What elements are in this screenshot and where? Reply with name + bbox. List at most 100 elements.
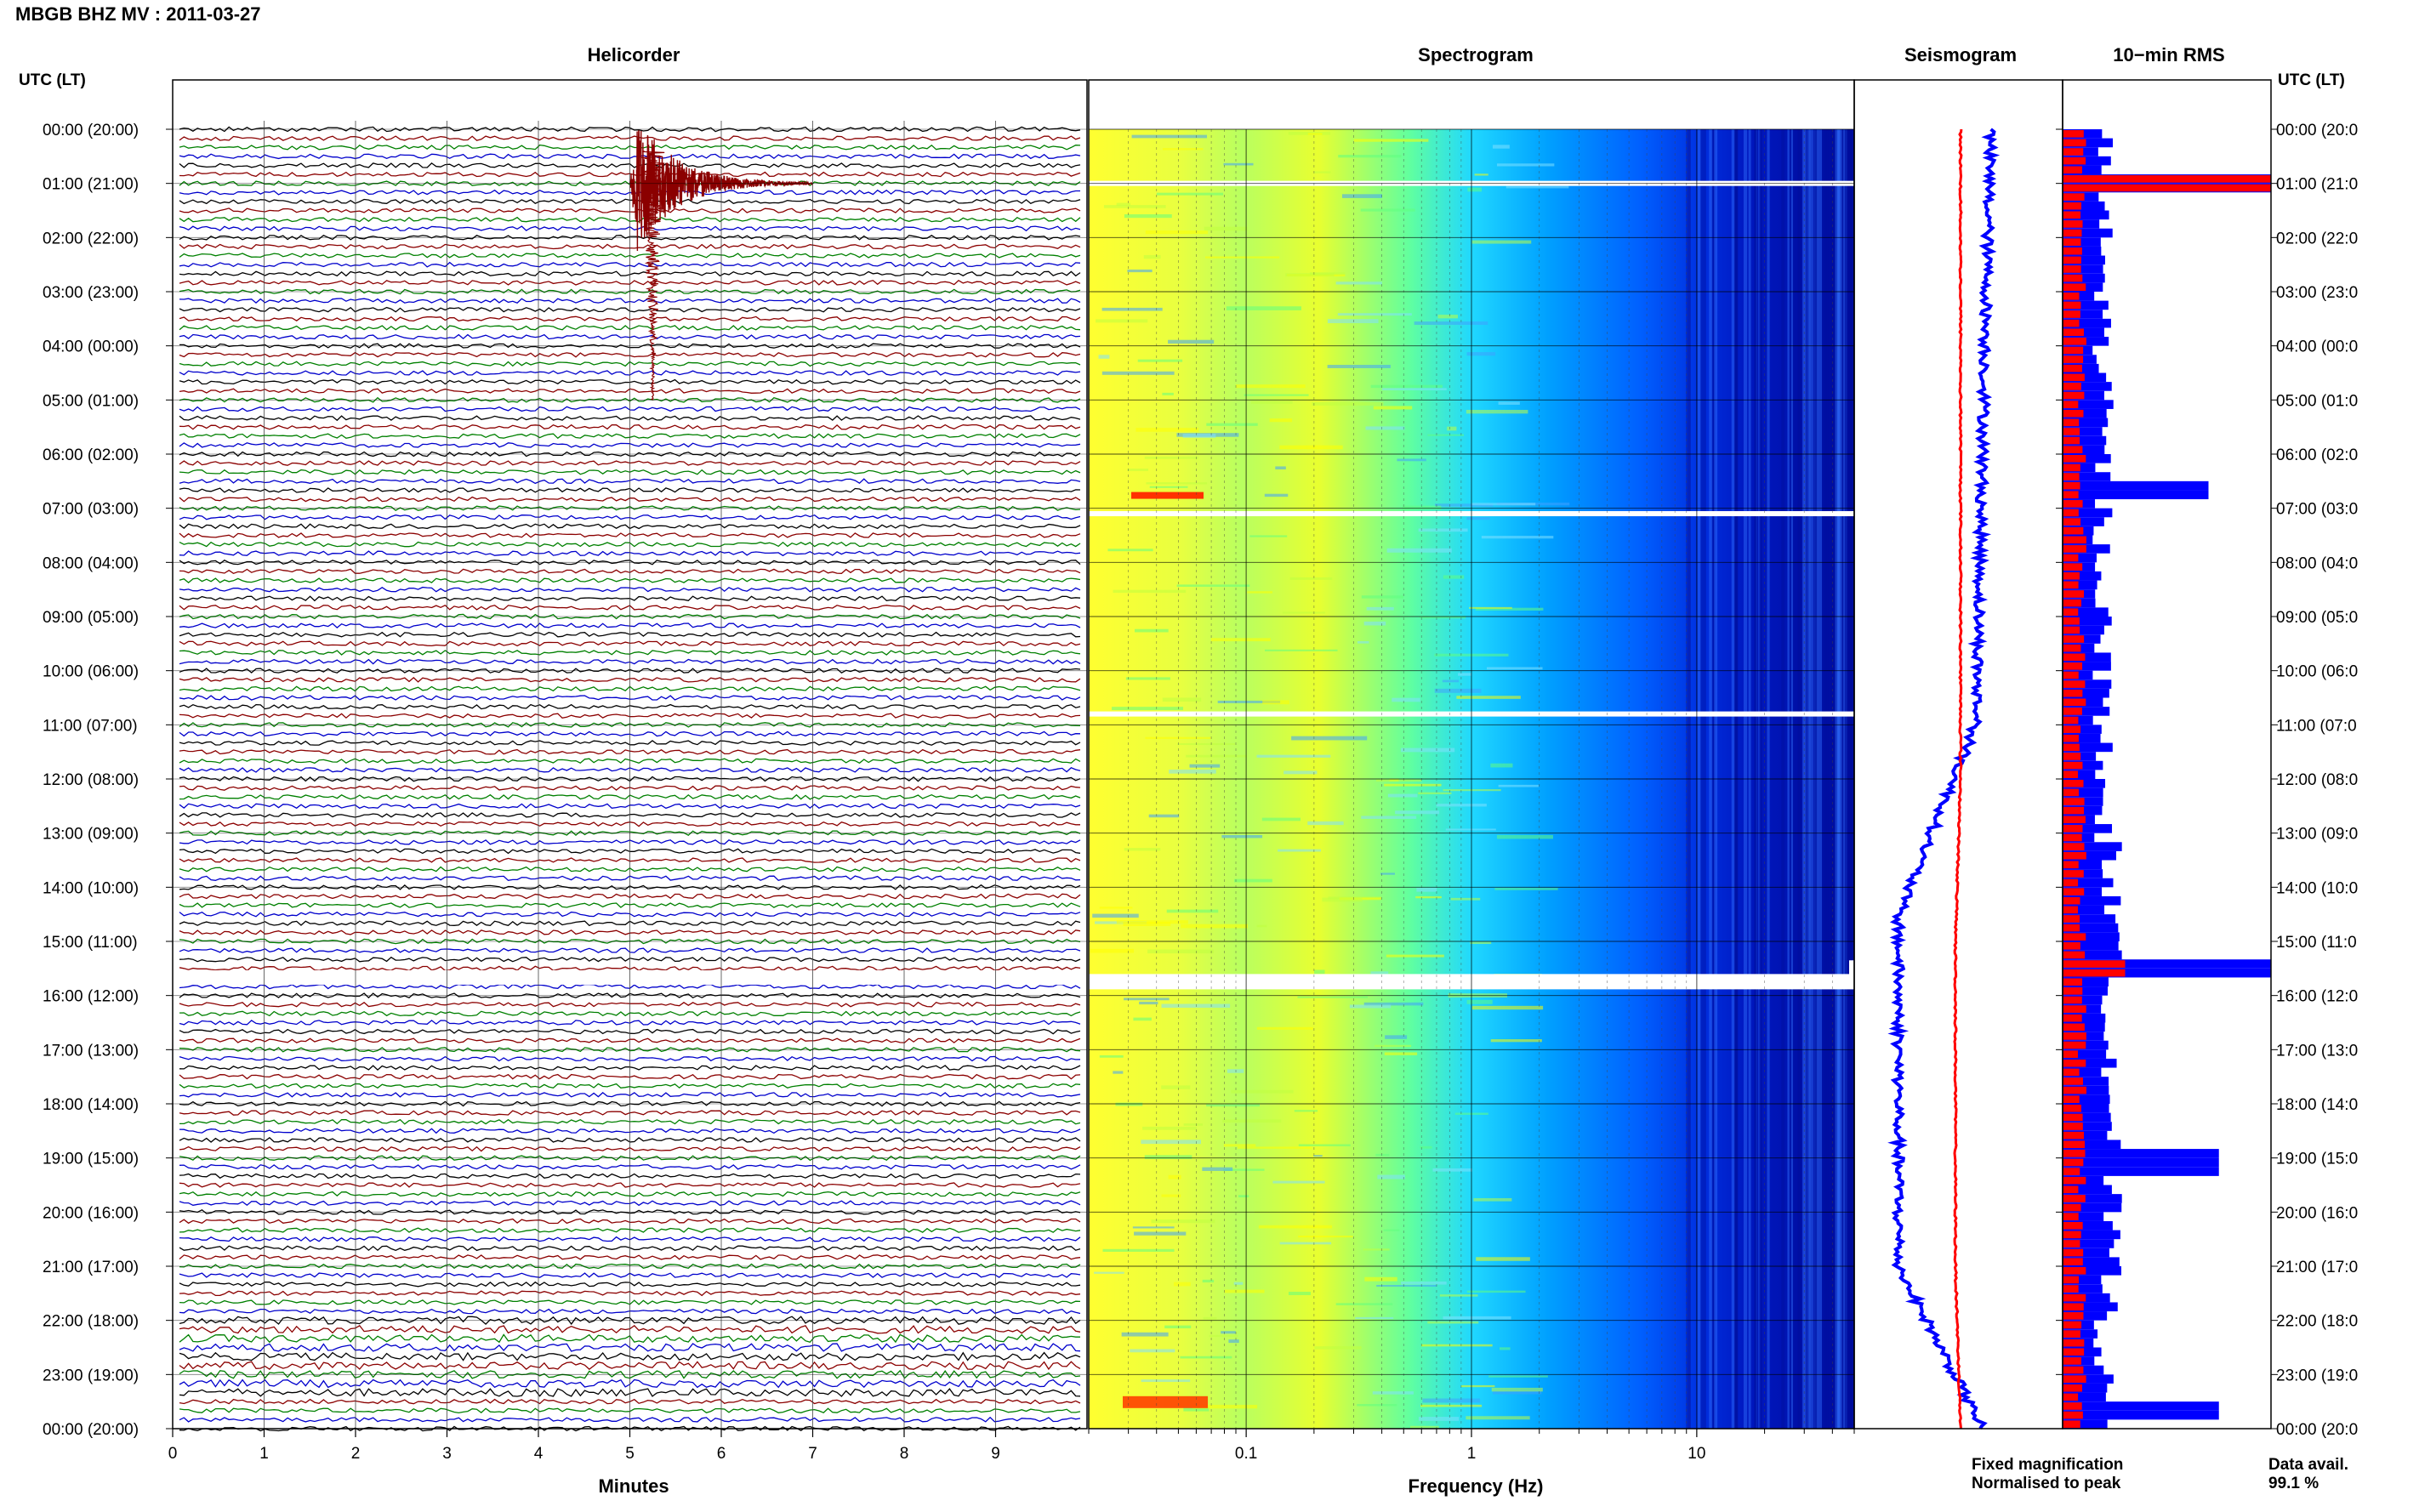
- time-label-right: 22:00 (18:0: [2276, 1313, 2358, 1331]
- spectrogram-texture: [1307, 821, 1344, 826]
- rms-bar-fixed: [2063, 770, 2096, 779]
- rms-bar-fixed: [2063, 941, 2119, 951]
- spectrogram-texture: [1256, 754, 1331, 758]
- time-label-right: 00:00 (20:0: [2276, 122, 2358, 139]
- spectrogram-texture: [1099, 1054, 1124, 1058]
- rms-bar-normalised: [2063, 1176, 2086, 1185]
- rms-bar-fixed: [2063, 986, 2109, 996]
- rms-bar-fixed: [2063, 1094, 2110, 1104]
- rms-bar-fixed: [2063, 418, 2109, 428]
- rms-bar-normalised: [2063, 1195, 2086, 1202]
- rms-bar-fixed: [2063, 779, 2106, 788]
- rms-bar-fixed: [2063, 1257, 2120, 1266]
- spectrogram-texture: [1101, 371, 1175, 375]
- seismogram-panel: [1887, 128, 2001, 1430]
- rms-bar-fixed: [2063, 760, 2103, 770]
- rms-bar-normalised: [2063, 708, 2082, 715]
- spectrogram-texture: [1250, 401, 1293, 404]
- spectrogram-texture: [1269, 418, 1293, 423]
- spectrogram-texture: [1473, 1197, 1512, 1202]
- spectrogram-texture: [1288, 1292, 1311, 1295]
- left-axis-label: UTC (LT): [19, 71, 86, 89]
- spectrogram-texture: [1202, 1167, 1233, 1171]
- rms-bar-fixed: [2063, 1185, 2112, 1195]
- spectrogram-texture: [1182, 434, 1216, 438]
- rms-bar-fixed: [2063, 1302, 2118, 1312]
- rms-bar-normalised: [2063, 1411, 2083, 1419]
- rms-bar-fixed: [2063, 652, 2111, 662]
- spectrogram-texture: [1275, 466, 1286, 469]
- spectrogram-texture: [1206, 1104, 1260, 1107]
- rms-bar-fixed: [2063, 1077, 2109, 1086]
- rms-bar-fixed: [2063, 480, 2209, 491]
- spectrogram-texture: [1307, 133, 1323, 135]
- spectrogram-texture: [1183, 1123, 1203, 1126]
- spectrogram-texture: [1385, 1035, 1408, 1039]
- spectrogram-texture: [1470, 941, 1492, 944]
- rms-bar-normalised: [2063, 1203, 2081, 1212]
- right-axis-label: UTC (LT): [2278, 71, 2345, 89]
- spectrogram-texture: [1447, 426, 1457, 431]
- time-label-right: 00:00 (20:0: [2276, 1421, 2358, 1439]
- spectrogram-texture: [1278, 849, 1321, 852]
- rms-bar-normalised: [2063, 247, 2082, 255]
- time-label-left: 21:00 (17:00): [43, 1259, 139, 1276]
- spectrogram-texture: [1395, 810, 1440, 815]
- rms-bar-fixed: [2063, 1230, 2120, 1240]
- time-label-left: 10:00 (06:00): [43, 663, 139, 681]
- rms-bar-normalised: [2063, 590, 2085, 598]
- time-label-left: 05:00 (01:00): [43, 392, 139, 410]
- rms-bar-normalised: [2063, 1375, 2086, 1383]
- time-label-right: 21:00 (17:0: [2276, 1259, 2358, 1276]
- rms-bar-normalised: [2063, 1131, 2084, 1140]
- rms-bar-fixed: [2063, 1157, 2219, 1168]
- rms-bar-fixed: [2063, 1149, 2219, 1158]
- rms-bar-normalised: [2063, 436, 2080, 445]
- spectrogram-texture: [1376, 1285, 1437, 1287]
- rms-bar-normalised: [2063, 924, 2080, 932]
- rms-bar-fixed: [2063, 1275, 2102, 1285]
- rms-bar-fixed: [2063, 977, 2109, 987]
- rms-bar-fixed: [2063, 273, 2105, 283]
- spectrogram-texture: [1436, 804, 1487, 807]
- rms-bar-normalised: [2063, 1005, 2086, 1013]
- spectrogram-texture: [1400, 747, 1455, 753]
- legend-normalised: Normalised to peak: [1972, 1475, 2121, 1492]
- spectrogram-texture: [1142, 1126, 1197, 1130]
- spectrogram-texture: [1130, 1349, 1175, 1353]
- spectrogram-texture: [1439, 1294, 1478, 1297]
- spectrogram-texture: [1264, 493, 1289, 497]
- spectrogram-texture: [1113, 1071, 1124, 1074]
- rms-bar-normalised: [2063, 1077, 2083, 1085]
- spectrogram-texture: [1475, 607, 1544, 611]
- spectrogram-texture: [1443, 1316, 1511, 1320]
- spectrogram-texture: [1402, 505, 1442, 510]
- spectrogram-texture: [1282, 611, 1325, 614]
- helicorder-x-tick-label: 6: [717, 1445, 726, 1463]
- rms-bar-fixed: [2063, 725, 2102, 734]
- time-label-left: 13:00 (09:00): [43, 826, 139, 844]
- spectrogram-texture: [1256, 924, 1267, 928]
- spectrogram-texture: [1161, 1003, 1231, 1009]
- spectrogram-texture: [1337, 313, 1412, 316]
- time-label-right: 16:00 (12:0: [2276, 988, 2358, 1006]
- spectrogram-texture: [1327, 365, 1391, 368]
- spectrogram-texture: [1460, 1384, 1495, 1388]
- spectrogram-texture: [1297, 996, 1369, 998]
- spectrogram-texture: [1365, 426, 1405, 430]
- rms-bar-fixed: [2063, 580, 2097, 590]
- spectrogram-texture: [1112, 707, 1184, 711]
- rms-bar-normalised: [2063, 725, 2081, 733]
- rms-bar-normalised: [2063, 428, 2080, 435]
- rms-bar-normalised: [2063, 1086, 2086, 1094]
- rms-bar-normalised: [2063, 1123, 2083, 1130]
- rms-bar-normalised: [2063, 1339, 2085, 1347]
- spectrogram-texture: [1125, 677, 1170, 680]
- rms-bar-fixed: [2063, 1374, 2114, 1384]
- spectrogram-texture: [1103, 205, 1166, 208]
- rms-bar-fixed: [2063, 508, 2113, 518]
- rms-bar-fixed: [2063, 1419, 2108, 1429]
- spectrogram-x-tick-label: 0.1: [1235, 1445, 1257, 1463]
- rms-bar-fixed: [2063, 310, 2103, 319]
